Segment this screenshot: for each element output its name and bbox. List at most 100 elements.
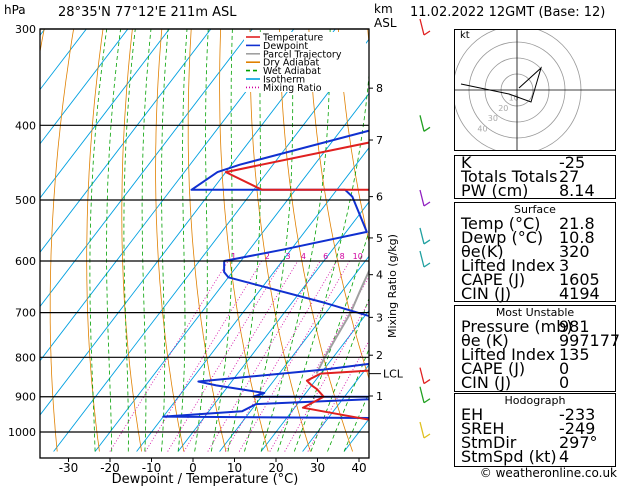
surface-row: Temp (°C) 21.8 [455, 214, 615, 233]
hodo-stat-value: 4 [559, 447, 570, 466]
wet-adiabat-line [260, 29, 331, 452]
wind-barb [419, 386, 425, 403]
hodo-stat-value: 297° [559, 433, 598, 452]
wind-barb [419, 421, 425, 439]
surface-row: CAPE (J) 1605 [455, 270, 615, 289]
dry-adiabat-line [279, 29, 353, 452]
index-value: 8.14 [559, 181, 595, 200]
hodograph-ring-label: 20 [498, 104, 508, 113]
km-label: km [374, 2, 393, 16]
legend-entry: Mixing Ratio [263, 83, 322, 94]
legend-entry: Wet Adiabat [263, 66, 321, 77]
hodo-stat-label: StmSpd (kt) [461, 447, 557, 466]
isotherm-line [177, 201, 369, 452]
isotherm-line [53, 38, 369, 452]
most-unstable-label: Pressure (mb) [461, 317, 573, 336]
mixing-ratio-tick-label: 10 [353, 252, 363, 261]
x-tick-label: 20 [268, 461, 283, 475]
x-tick-label: 30 [310, 461, 325, 475]
wind-barb [419, 115, 425, 132]
pressure-tick-label: 400 [15, 119, 36, 132]
surface-label: θe(K) [461, 242, 504, 261]
hodograph-stats-title: Hodograph [504, 394, 566, 407]
height-tick-label: 5 [376, 232, 383, 245]
pressure-tick-label: 700 [15, 307, 36, 320]
surface-label: Dewp (°C) [461, 228, 544, 247]
most-unstable-label: CIN (J) [461, 373, 512, 392]
most-unstable-value: 0 [559, 373, 570, 392]
hodo-stat-row: EH -233 [455, 405, 615, 424]
x-tick-label: 40 [351, 461, 366, 475]
surface-value: 21.8 [559, 214, 595, 233]
wind-barb-flag [423, 201, 431, 207]
most-unstable-row: CIN (J) 0 [455, 373, 615, 392]
dry-adiabat-line [219, 29, 269, 452]
most-unstable-row: CAPE (J) 0 [455, 359, 615, 378]
surface-row: Lifted Index 3 [455, 256, 615, 275]
surface-table: Surface Temp (°C) 21.8 Dewp (°C) 10.8 θe(K) 3… [454, 202, 616, 302]
index-row: Totals Totals 27 [455, 169, 615, 185]
wet-adiabat-line [106, 29, 122, 452]
pressure-tick-label: 500 [15, 194, 36, 207]
height-tick-label: 1 [376, 390, 383, 403]
x-tick-label: 0 [189, 461, 197, 475]
dry-adiabat-line [308, 29, 369, 380]
most-unstable-row: Lifted Index 135 [455, 347, 615, 363]
lcl-label: LCL [383, 368, 404, 381]
wind-barb [419, 250, 425, 268]
legend-entry: Temperature [262, 33, 323, 44]
hodograph-stats-table: Hodograph EH -233 SREH -249 StmDir 297° StmSpd… [454, 393, 616, 467]
wind-barb-flag [423, 433, 431, 439]
surface-label: Lifted Index [461, 256, 556, 275]
most-unstable-table: Most Unstable Pressure (mb) 981 θe (K) 9971… [454, 305, 620, 392]
hodograph-ring-label: 30 [488, 114, 498, 123]
wind-barb-flag [423, 126, 431, 132]
most-unstable-value: 997177 [559, 331, 621, 350]
mixing-ratio-line [109, 260, 229, 452]
most-unstable-label: θe (K) [461, 331, 509, 350]
legend-entry: Dewpoint [263, 41, 308, 52]
x-tick-label: -30 [59, 461, 79, 475]
surface-label: CIN (J) [461, 284, 512, 303]
plot-frame [39, 28, 370, 459]
most-unstable-label: CAPE (J) [461, 359, 526, 378]
mixing-ratio-tick-label: 3 [286, 252, 291, 261]
mixing-ratio-line [145, 260, 263, 452]
mixing-ratio-line [183, 260, 299, 452]
wind-barb [419, 18, 425, 36]
dry-adiabat-line [618, 0, 629, 451]
dry-adiabat-line [86, 29, 104, 452]
pressure-tick-label: 300 [15, 23, 36, 36]
index-row: K -25 [455, 155, 615, 171]
height-tick-label: 8 [376, 82, 383, 95]
wind-barb-flag [423, 30, 431, 36]
hodo-stat-label: StmDir [461, 433, 517, 452]
dry-adiabat-line [40, 29, 45, 55]
dry-adiabat-line [49, 29, 75, 452]
dry-adiabat-line [249, 29, 311, 452]
dry-adiabat-line [121, 29, 142, 452]
mixing-ratio-tick-label: 8 [340, 252, 345, 261]
hodo-stat-value: -233 [559, 405, 596, 424]
mixing-ratio-line [224, 260, 337, 452]
isotherm-line [219, 255, 369, 452]
wet-adiabat-line [244, 29, 294, 452]
surface-value: 1605 [559, 270, 600, 289]
height-tick-label: 4 [376, 269, 383, 282]
wet-adiabat-line [177, 29, 188, 452]
most-unstable-value: 981 [559, 317, 590, 336]
wet-adiabat-line [161, 29, 169, 452]
surface-label: CAPE (J) [461, 270, 526, 289]
surface-title: Surface [514, 203, 556, 216]
wet-adiabat-line [141, 29, 152, 452]
x-tick-label: 10 [227, 461, 242, 475]
credit-label: © weatheronline.co.uk [479, 466, 617, 480]
pressure-tick-label: 600 [15, 255, 36, 268]
legend-entry: Parcel Trajectory [263, 49, 342, 60]
hodograph-ring-label: 40 [477, 125, 487, 134]
hpa-label: hPa [4, 3, 26, 17]
x-axis-label: Dewpoint / Temperature (°C) [112, 472, 299, 486]
wet-adiabat-line [293, 229, 369, 452]
